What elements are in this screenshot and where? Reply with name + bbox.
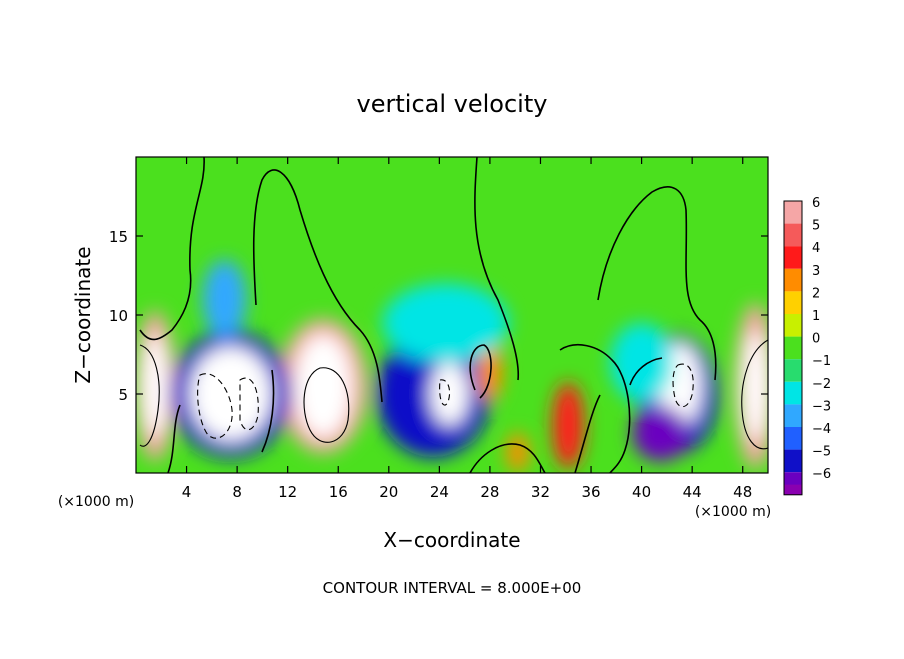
x-tick-label: 20 (379, 483, 398, 501)
colorbar-label: −2 (812, 377, 831, 392)
contour-lines (139, 157, 768, 473)
x-tick-label: 4 (182, 483, 192, 501)
colorbar-swatch (784, 268, 802, 292)
contour-positive-line (139, 344, 160, 447)
colorbar-label: 0 (812, 332, 820, 347)
colorbar-label: −1 (812, 354, 831, 369)
colorbar-swatch (784, 404, 802, 427)
y-tick-label: 15 (109, 228, 128, 246)
chart-title: vertical velocity (357, 90, 548, 118)
x-tick-label: 16 (329, 483, 348, 501)
field-region (430, 362, 469, 426)
contour-zero-line (139, 157, 205, 341)
x-tick-label: 24 (430, 483, 449, 501)
field-region (632, 405, 689, 462)
contour-zero-line (597, 186, 717, 381)
contour-zero-line (469, 443, 546, 473)
colorbar-swatch (784, 246, 802, 269)
contour-positive-line (741, 339, 768, 450)
plot-area (136, 157, 768, 473)
colorbar-label: −5 (812, 445, 831, 460)
colorbar-label: 4 (812, 241, 820, 256)
x-unit-label-left: (×1000 m) (58, 494, 134, 510)
x-tick-label: 48 (733, 483, 752, 501)
contour-zero-line (469, 344, 492, 399)
contour-zero-line (474, 157, 520, 381)
colorbar-label: 2 (812, 286, 820, 301)
contour-negative-line (672, 363, 694, 408)
field-fill (136, 259, 768, 473)
contour-positive-line (303, 367, 350, 443)
field-region (742, 330, 768, 442)
colorbar-label: 3 (812, 264, 820, 279)
field-region (142, 334, 168, 438)
contour-negative-line (439, 379, 451, 406)
contour-zero-line (167, 404, 181, 473)
field-region (189, 346, 272, 442)
colorbar-swatch (784, 201, 802, 224)
x-axis-label: X−coordinate (383, 528, 520, 552)
colorbar-swatch (784, 484, 802, 495)
x-tick-label: 12 (278, 483, 297, 501)
contour-zero-line (559, 344, 631, 473)
field-region (477, 338, 503, 402)
contour-zero-line (574, 394, 601, 473)
x-tick-label: 32 (531, 483, 550, 501)
contour-zero-line (261, 369, 275, 453)
field-region (506, 432, 530, 473)
contour-zero-line (629, 357, 663, 386)
colorbar-swatch (784, 427, 802, 450)
field-region (610, 322, 674, 402)
contour-negative-line (197, 373, 233, 439)
y-axis-label: Z−coordinate (71, 246, 95, 383)
colorbar-swatch (784, 314, 802, 337)
contour-negative-line (239, 377, 259, 431)
contour-interval-label: CONTOUR INTERVAL = 8.000E+00 (323, 579, 582, 597)
colorbar-label: −6 (812, 467, 831, 482)
colorbar-label: −4 (812, 422, 831, 437)
y-axis: 5 10 15 (109, 228, 768, 404)
x-unit-label-right: (×1000 m) (695, 504, 771, 520)
colorbar-swatch (784, 381, 802, 405)
colorbar-swatch (784, 336, 802, 360)
colorbar-label: 1 (812, 309, 820, 324)
colorbar-label: 6 (812, 196, 820, 211)
colorbar-label: 5 (812, 219, 820, 234)
y-tick-label: 5 (118, 386, 128, 404)
x-tick-label: 36 (581, 483, 600, 501)
colorbar-swatch (784, 291, 802, 314)
colorbar-frame (783, 200, 803, 496)
colorbar-label: −3 (812, 399, 831, 414)
colorbar: 6 5 4 3 2 1 0 −1 −2 −3 −4 −5 −6 (783, 196, 831, 496)
x-tick-label: 8 (232, 483, 242, 501)
x-tick-label: 28 (480, 483, 499, 501)
x-tick-label: 44 (683, 483, 702, 501)
x-axis: 4 8 12 16 20 24 28 32 36 40 44 48 (182, 157, 752, 501)
x-tick-label: 40 (632, 483, 651, 501)
field-region (202, 259, 247, 339)
y-tick-label: 10 (109, 307, 128, 325)
field-region (382, 283, 509, 363)
colorbar-swatch (784, 359, 802, 382)
field-region (294, 334, 352, 438)
colorbar-swatch (784, 223, 802, 247)
colorbar-swatch (784, 449, 802, 473)
contour-zero-line (252, 169, 383, 403)
field-region (552, 382, 585, 470)
